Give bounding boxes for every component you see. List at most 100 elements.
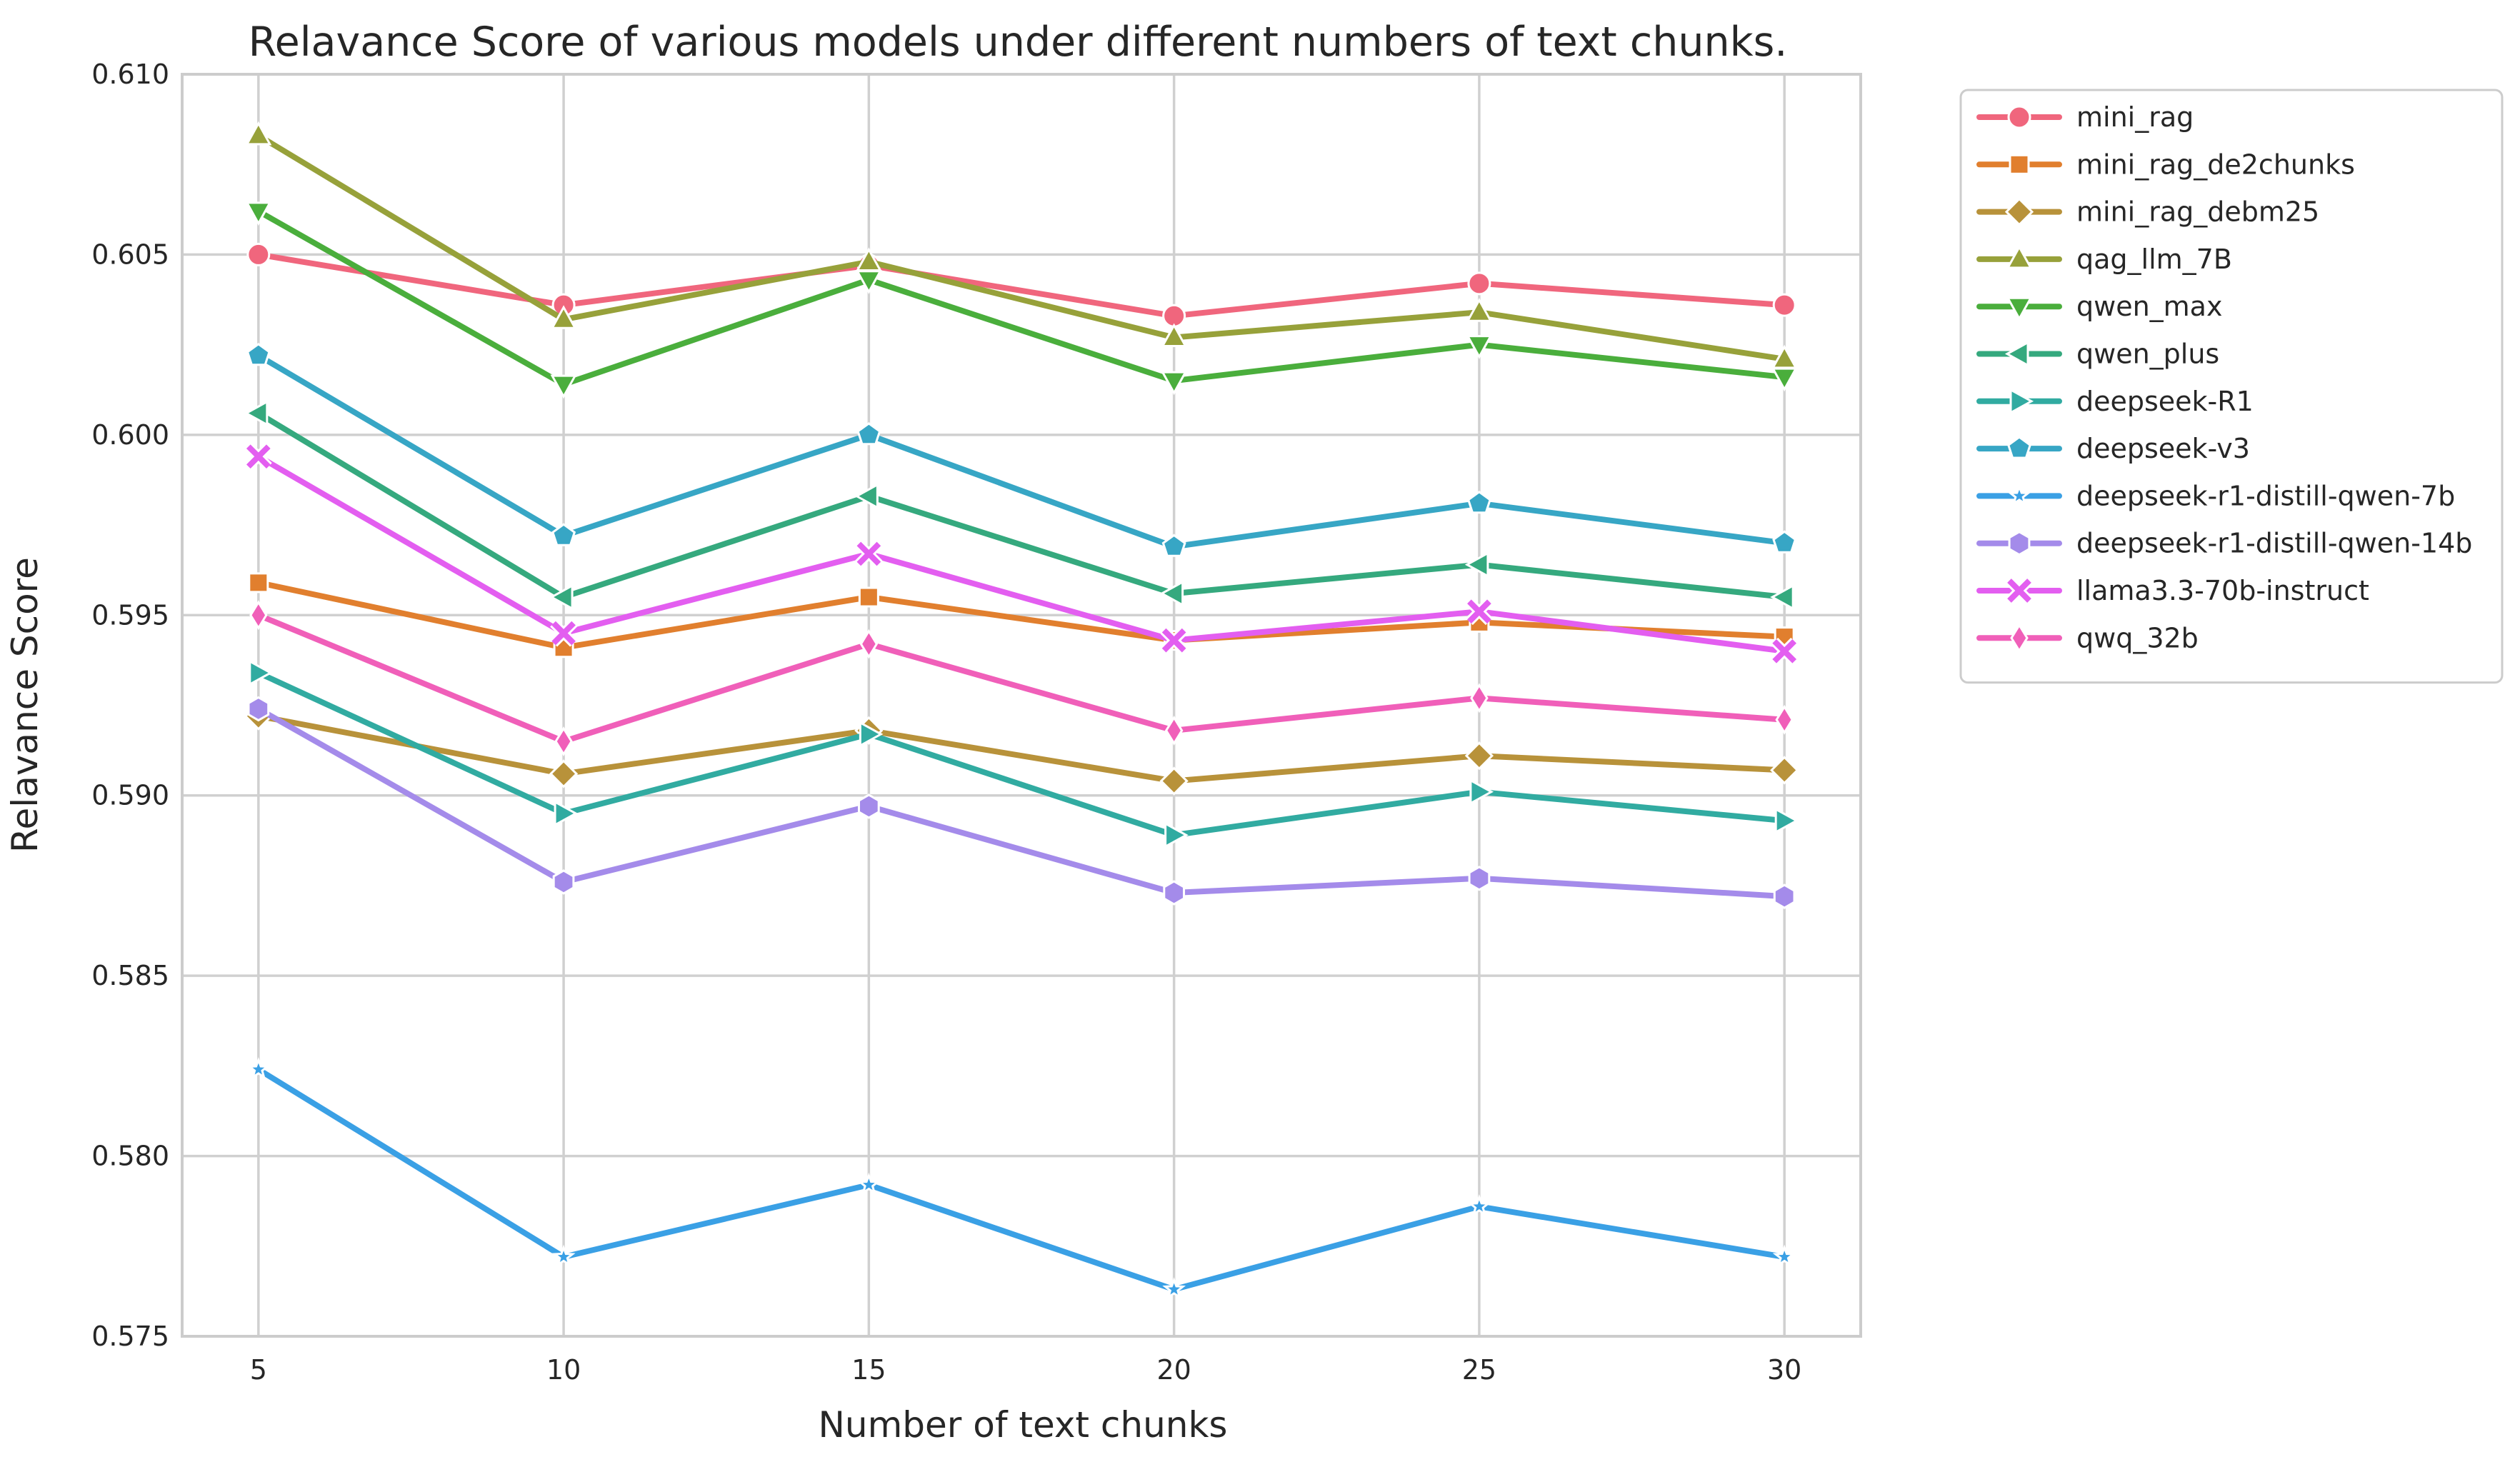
series-deepseek-r1-distill-qwen-14b: [247, 696, 1796, 909]
legend-label: deepseek-r1-distill-qwen-14b: [2076, 528, 2472, 559]
legend-item: llama3.3-70b-instruct: [1976, 575, 2369, 606]
legend-label: qwen_max: [2076, 291, 2222, 322]
legend-marker: [2009, 388, 2034, 415]
data-point: [1159, 766, 1189, 796]
data-point: [854, 483, 879, 510]
data-point: [554, 800, 579, 827]
legend-item: deepseek-r1-distill-qwen-14b: [1976, 528, 2472, 559]
series-line: [255, 1066, 1788, 1293]
data-point: [550, 305, 577, 329]
data-point: [1468, 866, 1491, 891]
data-point: [245, 201, 272, 226]
data-point: [855, 540, 883, 568]
legend-item: qwq_32b: [1976, 622, 2199, 654]
y-tick-label: 0.585: [91, 960, 169, 991]
data-point: [1159, 580, 1184, 607]
data-point: [857, 1172, 881, 1195]
legend-marker: [2006, 244, 2033, 269]
series-line: [255, 410, 1788, 600]
data-point: [1162, 1277, 1186, 1300]
data-point: [1772, 530, 1797, 554]
series-line: [255, 670, 1788, 838]
legend-item: qwen_plus: [1976, 339, 2219, 370]
series-line: [255, 713, 1788, 784]
legend-items: mini_rag mini_rag_de2chunks mini_rag_debm2…: [1976, 101, 2472, 654]
legend-item: mini_rag_de2chunks: [1976, 149, 2355, 180]
data-point: [1470, 683, 1489, 714]
series-line: [255, 579, 1788, 651]
legend-marker: [2010, 623, 2029, 654]
data-point: [1771, 367, 1798, 392]
data-point: [855, 270, 882, 294]
data-point: [1160, 626, 1188, 654]
series-line: [255, 251, 1788, 319]
data-point: [1161, 323, 1188, 348]
legend-marker: [2006, 296, 2033, 321]
legend-box: [1959, 89, 2504, 684]
data-point: [1464, 551, 1489, 579]
data-point: [245, 121, 272, 146]
legend-marker: [2006, 577, 2033, 604]
legend-label: deepseek-R1: [2076, 386, 2254, 417]
legend-marker: [2004, 197, 2034, 226]
data-point: [1161, 534, 1186, 557]
data-point: [1771, 637, 1799, 665]
series-deepseek-r1-distill-qwen-7b: [246, 1057, 1796, 1300]
legend-label: mini_rag: [2076, 101, 2194, 133]
legend-item: qag_llm_7B: [1976, 244, 2232, 275]
data-point: [249, 659, 273, 686]
data-point: [858, 793, 880, 819]
data-point: [552, 869, 575, 895]
x-axis-label: Number of text chunks: [819, 1404, 1228, 1446]
data-point: [1774, 807, 1799, 834]
data-point: [549, 759, 579, 788]
marker-stroke: [856, 541, 881, 566]
y-tick-label: 0.580: [91, 1141, 169, 1172]
data-point: [1163, 880, 1185, 906]
x-tick-label: 15: [851, 1354, 886, 1386]
data-point: [1465, 598, 1493, 626]
legend-marker: [2007, 436, 2031, 459]
legend: mini_rag mini_rag_de2chunks mini_rag_debm2…: [1959, 89, 2504, 684]
data-point: [244, 400, 269, 427]
data-point: [551, 1244, 576, 1267]
data-point: [856, 422, 881, 446]
x-tick-label: 5: [250, 1354, 267, 1386]
series-qag-llm-7b: [245, 121, 1798, 369]
data-point: [859, 721, 884, 748]
series-line: [255, 352, 1788, 550]
legend-item: qwen_max: [1976, 291, 2222, 322]
data-point: [1164, 821, 1189, 848]
legend-item: mini_rag: [1976, 101, 2194, 133]
y-tick-label: 0.600: [91, 419, 169, 451]
data-point: [1466, 298, 1493, 322]
marker-stroke: [1467, 599, 1491, 624]
data-point: [1466, 335, 1493, 359]
data-point: [1770, 584, 1794, 611]
data-point: [554, 726, 573, 756]
legend-label: qag_llm_7B: [2076, 244, 2232, 275]
series-line: [255, 706, 1788, 900]
data-point: [247, 696, 270, 722]
legend-marker: [2004, 340, 2029, 368]
data-point: [1773, 883, 1796, 909]
legend-marker: [2007, 484, 2031, 506]
series-llama3-3-70b-instruct: [244, 443, 1799, 665]
series-line: [255, 208, 1788, 388]
legend-marker: [2008, 530, 2031, 556]
legend-item: deepseek-v3: [1976, 433, 2250, 464]
data-point: [244, 443, 272, 471]
data-point: [1772, 293, 1796, 317]
data-point: [550, 619, 578, 647]
y-tick-label: 0.595: [91, 599, 169, 631]
legend-label: mini_rag_de2chunks: [2076, 149, 2355, 180]
data-point: [1772, 1244, 1796, 1267]
data-point: [1464, 741, 1494, 771]
y-tick-label: 0.575: [91, 1321, 169, 1352]
series-qwen-plus: [244, 400, 1794, 611]
data-point: [859, 629, 879, 659]
series-line: [255, 612, 1788, 744]
marker-stroke: [1772, 639, 1797, 664]
marker-stroke: [246, 444, 271, 469]
x-tick-label: 20: [1156, 1354, 1191, 1386]
